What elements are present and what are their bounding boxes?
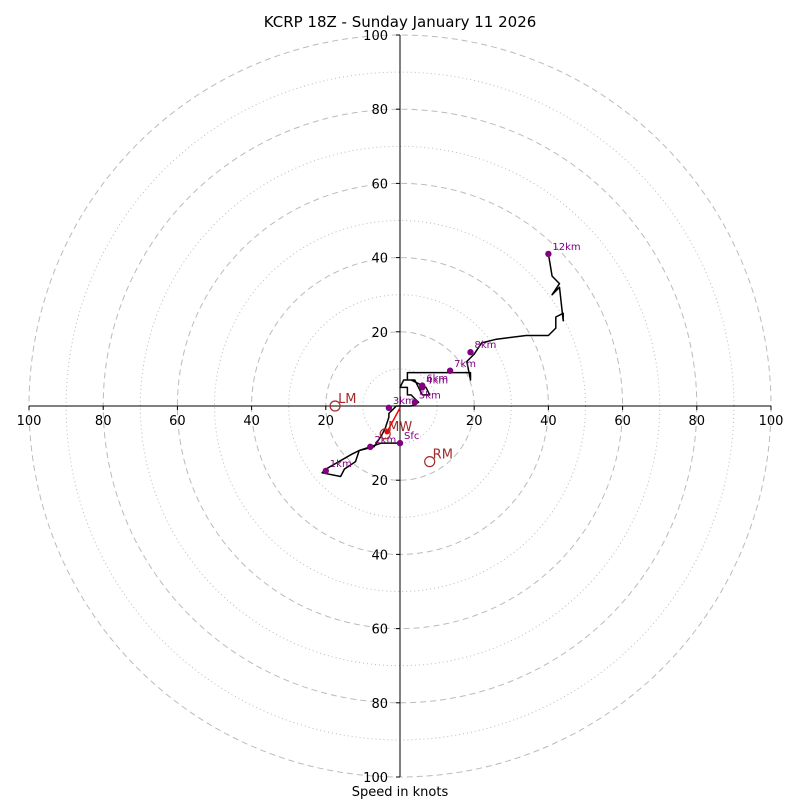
height-marker-label: 5km: [419, 390, 441, 401]
chart-title: KCRP 18Z - Sunday January 11 2026: [264, 13, 537, 31]
y-tick-label: 100: [363, 771, 388, 786]
height-marker-point: [545, 250, 552, 258]
height-marker-point: [396, 439, 404, 447]
height-marker-point: [419, 382, 426, 389]
x-tick-label: 80: [95, 414, 112, 429]
x-tick-label: 40: [243, 414, 260, 429]
x-tick-label: 40: [540, 414, 557, 429]
height-marker-label: 3km: [393, 396, 415, 407]
shear-vector-tail: [384, 429, 390, 435]
y-tick-label: 100: [363, 29, 388, 44]
height-marker-label: 8km: [474, 340, 496, 351]
height-marker-label: 12km: [552, 242, 580, 253]
profile-line: [321, 253, 564, 478]
height-markers: Sfc 1km 2km 3km 4km 5km 6km 7km 8km 12km: [322, 242, 581, 475]
height-marker-label: Sfc: [404, 431, 419, 442]
height-marker-label: 4km: [426, 375, 448, 386]
storm-motion-label: LM: [338, 392, 356, 407]
x-tick-label: 20: [318, 414, 335, 429]
height-marker-label: 6km: [426, 374, 448, 385]
x-axis-label: Speed in knots: [352, 785, 449, 800]
height-marker-point: [467, 349, 474, 356]
storm-motion-marker: [329, 400, 341, 412]
hodograph-series: [321, 253, 564, 478]
storm-motion-marker: [379, 428, 391, 440]
height-marker-label: 1km: [330, 459, 352, 470]
height-marker-point: [367, 443, 374, 451]
height-marker-point: [446, 367, 454, 374]
storm-motion-marker: [424, 456, 436, 468]
shear-vector-line: [386, 407, 401, 433]
x-tick-label: 60: [614, 414, 631, 429]
x-tick-label: 100: [17, 414, 42, 429]
y-tick-label: 60: [371, 623, 388, 638]
tick-labels: 100 80 60 40 20 20 40 60 80 100 100 80 60 40 20 20 40 60 8…: [17, 29, 784, 786]
y-tick-label: 60: [371, 177, 388, 192]
x-tick-label: 80: [689, 414, 706, 429]
y-tick-label: 80: [371, 103, 388, 118]
storm-motion-label: RM: [433, 448, 453, 463]
height-marker-label: 2km: [374, 435, 396, 446]
y-tick-label: 40: [371, 548, 388, 563]
storm-motions: LM RM MW: [329, 392, 453, 468]
y-tick-label: 20: [371, 326, 388, 341]
height-marker-point: [385, 404, 393, 412]
y-tick-label: 40: [371, 252, 388, 267]
y-tick-label: 20: [371, 474, 388, 489]
storm-motion-label: MW: [388, 420, 412, 435]
height-marker-point: [322, 467, 329, 475]
x-tick-label: 100: [759, 414, 784, 429]
x-tick-label: 60: [169, 414, 186, 429]
y-tick-label: 80: [371, 697, 388, 712]
height-marker-point: [411, 399, 419, 406]
height-marker-label: 7km: [454, 359, 476, 370]
x-tick-label: 20: [466, 414, 483, 429]
